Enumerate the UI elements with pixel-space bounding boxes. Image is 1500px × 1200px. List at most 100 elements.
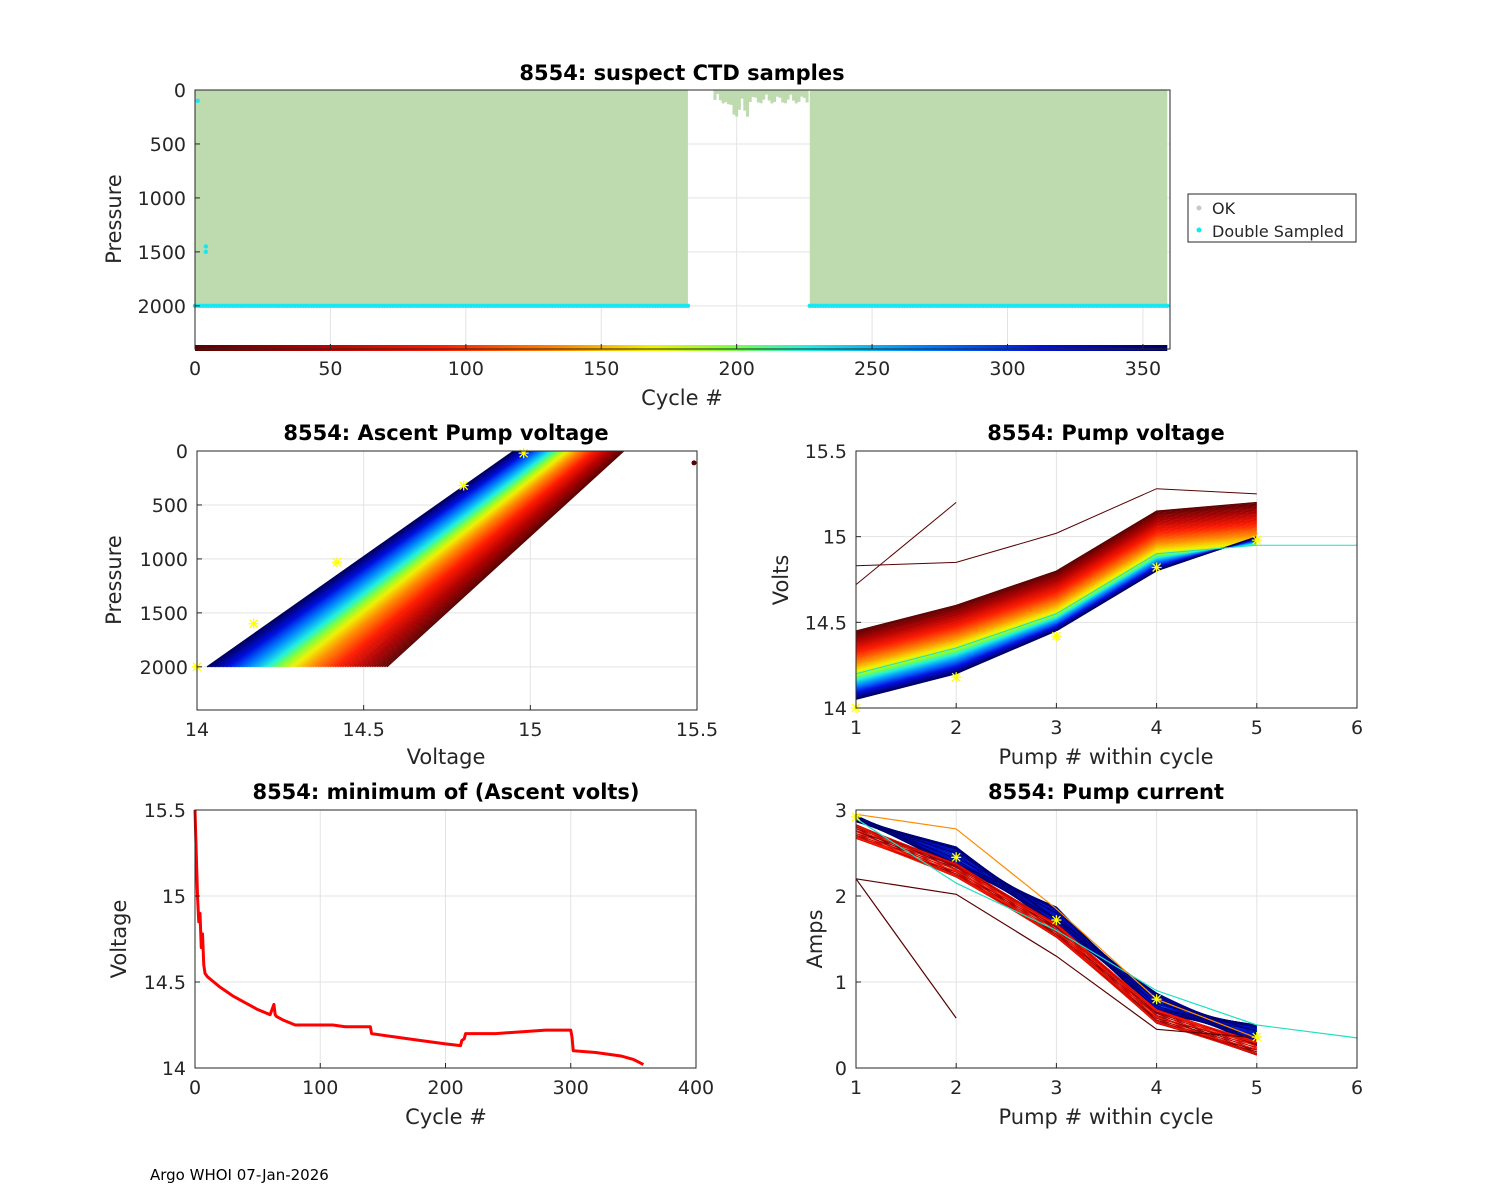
ascent-ytick-label: 1500 [140,603,188,625]
pumpv-ytick-label: 15 [823,527,847,549]
ascent-profile-line [368,450,613,668]
pumpi-xtick-label: 4 [1151,1077,1163,1099]
pumpv-cycle-line [855,516,1257,646]
pumpv-cycle-line [855,519,1257,650]
ascent-profile-line [356,450,606,668]
pumpv-cycle-line [855,520,1257,651]
pumpv-cycle-line [855,505,1257,635]
pumpv-cycle-line [855,523,1257,654]
legend-ok-label: OK [1212,199,1236,218]
double-sampled-point [685,303,691,309]
ascent-profile-line [346,450,600,668]
ascent-profile-line [314,450,581,668]
pumpv-cycle-line [855,530,1257,660]
ascent-profile-line [363,450,610,668]
pumpv-ytick-label: 14 [823,698,847,720]
ctd-ytick-label: 0 [174,80,186,102]
pumpi-ytick-label: 2 [835,886,847,908]
ascent-profile-line [329,450,590,668]
pumpv-cycle-line [855,514,1257,644]
ascent-xtick-label: 14 [185,719,209,741]
pumpv-cycle-line [855,536,1257,666]
pumpv-cycle-line [855,512,1257,643]
ascent-profile-line [376,450,619,668]
double-sampled-points [192,98,1170,309]
ctd-ytick-label: 500 [150,134,186,156]
pumpv-cycle-line [855,534,1257,664]
minv-xtick-label: 200 [427,1077,463,1099]
pumpv-cycle-line [855,507,1257,637]
pumpv-cycle-line [855,533,1257,663]
ascent-profile-line [302,450,574,668]
pumpi-series-teal [855,818,1358,1039]
ascent-first-cycle-marker [248,618,259,629]
pumpv-xtick-label: 4 [1151,717,1163,739]
pumpi-series-orange [855,813,1258,1039]
ascent-profile-line [287,450,565,668]
ascent-profile-line [373,450,616,668]
pumpi-first-cycle-marker [1251,1032,1262,1043]
pumpv-cycle-line [855,510,1257,641]
pumpi-xtick-label: 1 [850,1077,862,1099]
footer-text: Argo WHOI 07-Jan-2026 [150,1166,329,1184]
ascent-profile-line [369,450,614,668]
min-volts-line [193,809,645,1066]
ascent-profile-line [358,450,607,668]
pumpi-first-cycle-marker [1051,915,1062,926]
pumpv-cycle-line [855,524,1257,655]
pumpv-cycle-line [855,502,1257,633]
pumpi-cycle-line [855,821,1257,1027]
ascent-ytick-label: 1000 [140,549,188,571]
pumpv-xtick-label: 6 [1351,717,1363,739]
pumpv-cycle-line [855,537,1257,667]
pumpi-title: 8554: Pump current [988,780,1224,804]
ascent-profile-line [305,450,576,668]
ascent-profile-line [381,450,622,668]
ascent-profile-line [374,450,618,668]
ascent-profile-line [289,450,566,668]
pumpi-early-cycle-line [855,836,1257,1043]
ctd-xtick-label: 50 [318,358,342,380]
ascent-profile-line [317,450,583,668]
pumpi-first-cycle-marker [951,852,962,863]
pumpi-cycle-line [855,818,1257,1038]
ok-shallow-samples [713,90,809,117]
ascent-first-cycle-marker [518,448,529,459]
ascent-profile-line [384,450,624,668]
minv-ylabel: Voltage [107,900,131,979]
pumpv-cycle-line [855,525,1257,655]
pumpi-xlabel: Pump # within cycle [999,1105,1214,1129]
pumpv-title: 8554: Pump voltage [987,421,1225,445]
minv-xtick-label: 100 [302,1077,338,1099]
pumpi-ytick-label: 3 [835,800,847,822]
ascent-profile-line [316,450,582,668]
pumpv-xtick-label: 3 [1050,717,1062,739]
double-sampled-point [195,98,200,103]
pumpv-xtick-label: 5 [1251,717,1263,739]
pumpi-xtick-label: 2 [950,1077,962,1099]
ascent-profile-line [336,450,594,668]
pumpv-cycle-line [855,503,1257,633]
ascent-profile-line [300,450,573,668]
ascent-profile-line [324,450,587,668]
pumpv-first-cycle-marker [1151,562,1162,573]
ascent-profile-line [297,450,571,668]
ok-samples-region [195,90,688,306]
pumpv-cycle-line [855,522,1257,652]
pumpv-cycle-line [855,511,1257,641]
pumpv-ytick-label: 15.5 [805,441,847,463]
pumpi-axes-frame [855,809,1358,1069]
ascent-profile-line [299,450,572,668]
pumpv-series-mid [855,544,1357,675]
ascent-xtick-label: 15 [518,719,542,741]
pumpv-cycle-line [855,518,1257,648]
pumpv-first-cycle-marker [1251,535,1262,546]
ascent-chart: 8554: Ascent Pump voltage 14 14.5 15 15.5 0 5… [102,421,718,769]
pumpi-early-cycle-line [855,833,1257,1043]
ascent-profile-line [310,450,579,668]
pumpv-cycle-line [855,532,1257,663]
ascent-ytick-label: 500 [152,495,188,517]
pumpv-cycle-line [855,526,1257,656]
ascent-profile-line [354,450,605,668]
